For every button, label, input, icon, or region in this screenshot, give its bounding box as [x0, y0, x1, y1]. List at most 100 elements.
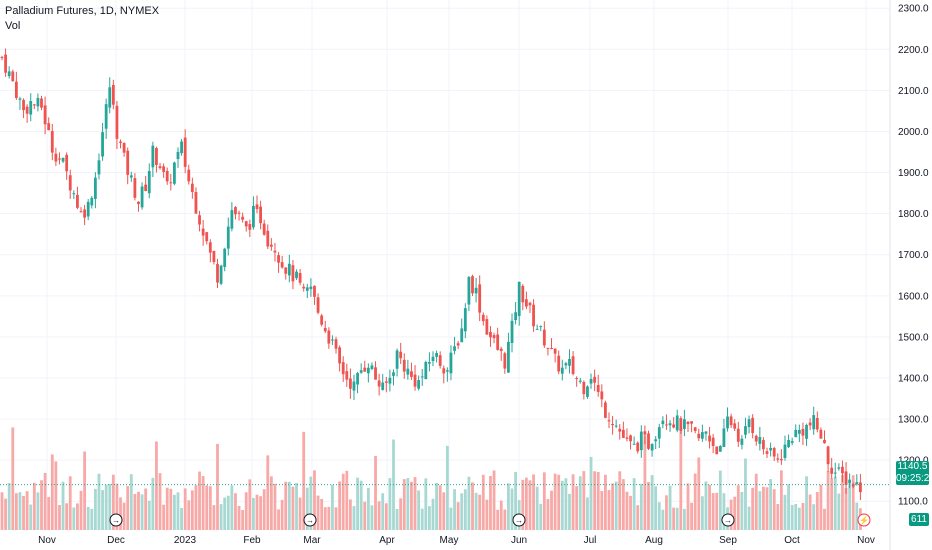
candle-body[interactable]: [474, 287, 478, 294]
candle-body[interactable]: [190, 183, 194, 192]
candle-body[interactable]: [356, 373, 359, 385]
candle-body[interactable]: [848, 480, 852, 483]
candle-body[interactable]: [97, 160, 101, 175]
candle-body[interactable]: [808, 422, 812, 426]
candle-body[interactable]: [485, 319, 489, 335]
candle-body[interactable]: [855, 482, 859, 485]
candle-body[interactable]: [402, 359, 406, 372]
candle-body[interactable]: [553, 348, 557, 354]
candle-body[interactable]: [629, 435, 632, 442]
candle-body[interactable]: [58, 158, 61, 160]
candle-body[interactable]: [176, 151, 180, 160]
candle-body[interactable]: [844, 471, 848, 485]
candle-body[interactable]: [675, 415, 679, 431]
candle-body[interactable]: [273, 250, 277, 253]
candle-body[interactable]: [690, 421, 693, 424]
candle-body[interactable]: [492, 335, 496, 339]
candle-body[interactable]: [323, 327, 327, 332]
candle-body[interactable]: [36, 97, 40, 107]
candle-body[interactable]: [600, 391, 604, 400]
candle-body[interactable]: [683, 419, 686, 429]
candle-body[interactable]: [507, 341, 510, 373]
candle-body[interactable]: [815, 417, 819, 430]
candle-body[interactable]: [751, 417, 755, 433]
dividend-arrow-icon[interactable]: [512, 513, 526, 527]
candle-body[interactable]: [445, 370, 449, 372]
candle-body[interactable]: [352, 381, 356, 391]
candle-body[interactable]: [155, 148, 158, 165]
dividend-arrow-icon[interactable]: [303, 513, 317, 527]
candle-body[interactable]: [431, 356, 435, 362]
candle-body[interactable]: [704, 431, 708, 434]
candle-body[interactable]: [453, 346, 456, 351]
candle-body[interactable]: [535, 328, 539, 330]
candle-body[interactable]: [219, 265, 223, 284]
candle-body[interactable]: [108, 87, 112, 108]
candle-body[interactable]: [384, 381, 388, 383]
candle-body[interactable]: [797, 429, 801, 434]
candle-body[interactable]: [4, 54, 7, 73]
candle-body[interactable]: [589, 379, 593, 384]
candle-body[interactable]: [528, 302, 532, 306]
candle-body[interactable]: [575, 378, 579, 380]
candle-body[interactable]: [83, 209, 87, 218]
candle-body[interactable]: [417, 380, 421, 389]
candle-body[interactable]: [413, 374, 417, 387]
candle-body[interactable]: [54, 153, 58, 162]
candle-body[interactable]: [442, 368, 446, 374]
candle-body[interactable]: [718, 446, 722, 452]
candle-body[interactable]: [524, 299, 528, 307]
candle-body[interactable]: [859, 482, 862, 493]
candle-body[interactable]: [765, 451, 769, 454]
candle-body[interactable]: [198, 215, 201, 225]
candle-body[interactable]: [22, 99, 25, 111]
candle-body[interactable]: [126, 150, 130, 175]
candle-body[interactable]: [133, 178, 137, 198]
candle-body[interactable]: [363, 367, 367, 372]
candle-body[interactable]: [237, 212, 241, 214]
candle-body[interactable]: [137, 201, 140, 205]
candle-body[interactable]: [460, 328, 464, 343]
candle-body[interactable]: [320, 315, 324, 325]
candle-body[interactable]: [295, 271, 298, 279]
candle-body[interactable]: [298, 272, 302, 283]
candle-body[interactable]: [25, 106, 29, 114]
candle-body[interactable]: [305, 287, 309, 291]
candle-body[interactable]: [618, 428, 622, 432]
candle-body[interactable]: [471, 276, 474, 294]
candle-body[interactable]: [374, 367, 377, 380]
candle-body[interactable]: [625, 437, 629, 439]
candle-body[interactable]: [313, 285, 316, 297]
candle-body[interactable]: [72, 193, 76, 195]
candle-body[interactable]: [76, 194, 79, 208]
candle-body[interactable]: [643, 431, 647, 435]
candle-body[interactable]: [316, 297, 320, 313]
candle-body[interactable]: [762, 440, 765, 450]
candle-body[interactable]: [632, 443, 636, 445]
candle-body[interactable]: [514, 312, 518, 321]
candle-body[interactable]: [29, 101, 33, 115]
candle-body[interactable]: [370, 365, 374, 370]
candle-body[interactable]: [266, 230, 270, 247]
candle-body[interactable]: [420, 376, 424, 378]
candle-body[interactable]: [747, 419, 751, 428]
candle-body[interactable]: [715, 446, 719, 455]
candle-body[interactable]: [399, 351, 403, 359]
candle-body[interactable]: [201, 228, 205, 236]
candle-body[interactable]: [424, 361, 428, 380]
candle-body[interactable]: [187, 169, 191, 182]
candle-body[interactable]: [550, 347, 553, 349]
symbol-title[interactable]: Palladium Futures, 1D, NYMEX: [5, 5, 160, 17]
volume-label[interactable]: Vol: [5, 20, 21, 32]
candle-body[interactable]: [467, 277, 471, 305]
candle-body[interactable]: [611, 424, 614, 426]
candle-body[interactable]: [79, 211, 83, 213]
candle-body[interactable]: [334, 339, 338, 349]
candle-body[interactable]: [151, 145, 155, 168]
candle-body[interactable]: [129, 175, 133, 178]
candle-body[interactable]: [841, 466, 844, 474]
candle-body[interactable]: [657, 427, 661, 439]
candle-body[interactable]: [269, 244, 273, 247]
candle-body[interactable]: [521, 285, 525, 303]
candle-body[interactable]: [805, 424, 808, 439]
